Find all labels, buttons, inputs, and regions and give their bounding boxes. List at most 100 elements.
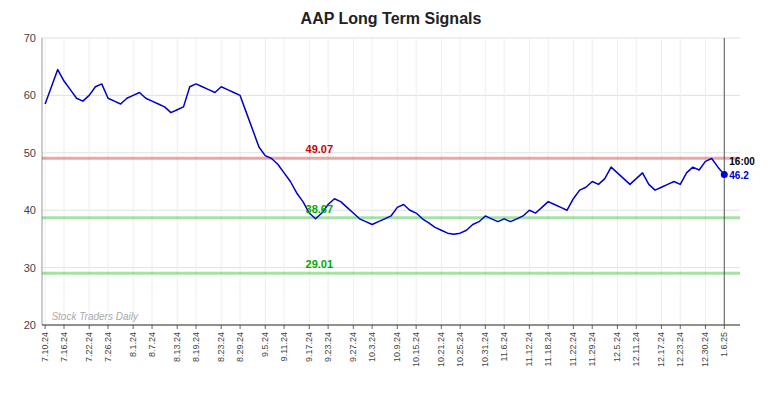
x-grid-line [504,38,505,325]
x-axis [42,325,740,326]
x-grid-line [89,38,90,325]
x-tick-label: 9.23.24 [323,332,333,362]
grid [42,38,740,325]
x-tick [416,325,417,329]
x-grid-line [724,38,725,325]
x-tick [328,325,329,329]
x-grid-line [328,38,329,325]
x-grid-line [196,38,197,325]
x-tick [64,325,65,329]
x-tick-label: 11.18.24 [543,332,553,366]
y-grid-line [42,38,740,39]
reference-line [42,272,740,275]
title: AAP Long Term Signals [301,10,482,27]
x-tick [309,325,310,329]
x-tick-label: 8.23.24 [216,332,226,362]
x-grid-line [485,38,486,325]
x-tick [353,325,354,329]
y-tick-label: 50 [24,147,36,159]
y-axis [42,38,43,325]
x-tick [284,325,285,329]
x-grid-line [548,38,549,325]
x-tick-label: 10.9.24 [392,332,402,362]
y-grid-line [42,95,740,96]
x-tick [724,325,725,329]
x-grid-line [284,38,285,325]
x-tick-label: 9.27.24 [348,332,358,362]
x-tick [89,325,90,329]
x-grid-line [221,38,222,325]
x-tick [441,325,442,329]
x-tick-label: 11.22.24 [568,332,578,366]
x-tick-label: 12.5.24 [612,332,622,362]
x-tick-label: 10.15.24 [411,332,421,367]
x-tick-label: 12.30.24 [700,332,710,367]
x-grid-line [372,38,373,325]
reference-label: 29.01 [306,258,334,270]
y-grid-line [42,210,740,211]
x-grid-line [133,38,134,325]
x-grid-line [617,38,618,325]
x-grid-line [152,38,153,325]
x-tick [661,325,662,329]
x-tick-label: 12.23.24 [675,332,685,367]
x-tick [705,325,706,329]
x-tick [592,325,593,329]
price-line [45,70,724,235]
x-grid-line [309,38,310,325]
x-tick-label: 10.3.24 [367,332,377,362]
y-tick-label: 30 [24,262,36,274]
x-tick [460,325,461,329]
x-tick-label: 9.17.24 [304,332,314,362]
x-tick [485,325,486,329]
y-tick-label: 20 [24,319,36,331]
x-tick [196,325,197,329]
x-tick-label: 7.16.24 [59,332,69,362]
x-tick-label: 12.17.24 [656,332,666,367]
x-grid-line [265,38,266,325]
x-tick [240,325,241,329]
x-tick-label: 10.21.24 [436,332,446,367]
x-grid-line [705,38,706,325]
x-tick [573,325,574,329]
x-tick-label: 9.5.24 [260,332,270,357]
y-grid-line [42,267,740,268]
x-grid-line [573,38,574,325]
x-grid-line [240,38,241,325]
reference-label: 49.07 [306,143,334,155]
plot-area [42,38,740,325]
x-tick-label: 11.29.24 [587,332,597,366]
x-grid-line [661,38,662,325]
reference-line [42,216,740,219]
x-tick-label: 9.11.24 [279,332,289,361]
x-tick [617,325,618,329]
x-grid-line [45,38,46,325]
x-tick-label: 7.22.24 [84,332,94,362]
chart: AAP Long Term Signals2030405060707.10.24… [0,0,784,398]
x-grid-line [416,38,417,325]
x-grid-line [108,38,109,325]
last-price-label: 46.2 [729,170,749,181]
x-tick [133,325,134,329]
watermark: Stock Traders Daily [51,311,139,322]
x-tick [548,325,549,329]
x-tick [265,325,266,329]
x-tick-label: 1.6.25 [719,332,729,357]
x-tick-label: 10.31.24 [480,332,490,367]
x-tick [45,325,46,329]
x-tick-label: 12.11.24 [631,332,641,366]
x-tick-label: 8.1.24 [128,332,138,357]
x-tick [108,325,109,329]
x-tick [529,325,530,329]
x-tick [504,325,505,329]
reference-label: 38.67 [306,203,334,215]
x-grid-line [636,38,637,325]
x-tick-label: 7.26.24 [103,332,113,362]
last-point-line [724,38,725,325]
y-tick-label: 60 [24,89,36,101]
y-grid-line [42,325,740,326]
x-tick [221,325,222,329]
x-grid-line [353,38,354,325]
x-tick-label: 11.12.24 [524,332,534,366]
last-time-label: 16:00 [729,156,755,167]
